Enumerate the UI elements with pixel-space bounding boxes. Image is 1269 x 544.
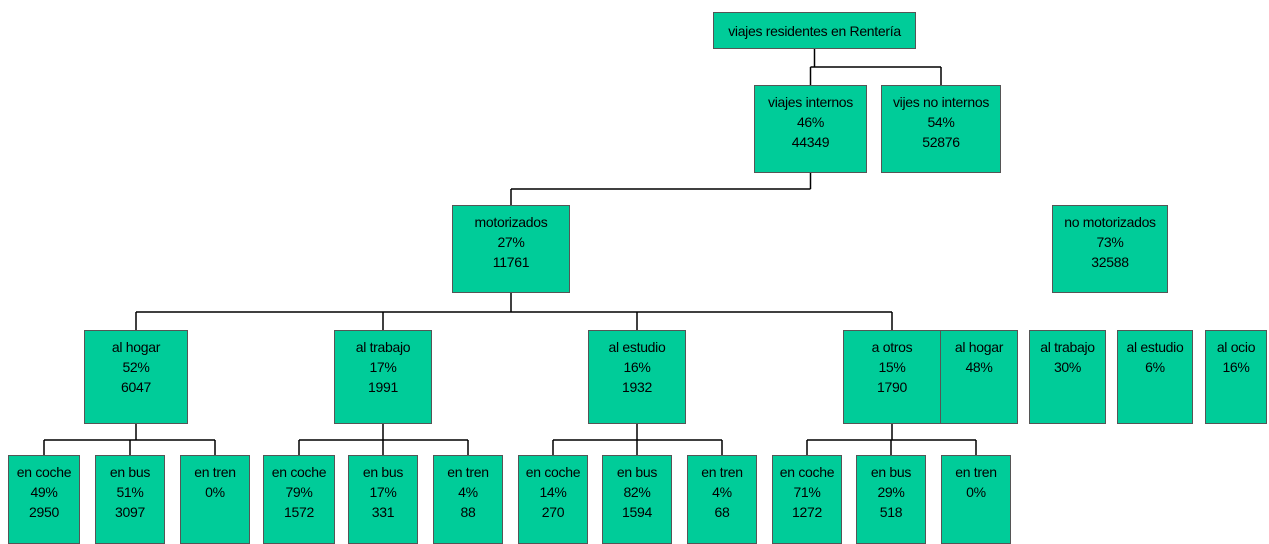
node-label: en bus	[109, 464, 151, 480]
node-label: al estudio	[1126, 339, 1184, 355]
node: en coche 79% 1572	[263, 455, 335, 544]
node-count: 270	[541, 504, 565, 520]
node: no motorizados 73% 32588	[1052, 205, 1168, 293]
node-count: 518	[879, 504, 903, 520]
node-label: en bus	[616, 464, 658, 480]
node-count: 1594	[622, 504, 652, 520]
node: en bus 51% 3097	[95, 455, 165, 544]
node-share: 30%	[1053, 359, 1082, 375]
node: al hogar 48%	[940, 330, 1018, 424]
node: viajes internos 46% 44349	[754, 85, 867, 173]
node-label: al hogar	[111, 339, 161, 355]
node: en bus 82% 1594	[602, 455, 672, 544]
node: en tren 4% 88	[433, 455, 503, 544]
node-count: 1572	[284, 504, 314, 520]
node-share: 71%	[793, 484, 821, 500]
node: motorizados 27% 11761	[452, 205, 570, 293]
node: en tren 0%	[180, 455, 250, 544]
node-label: al ocio	[1216, 339, 1256, 355]
node-share: 6%	[1145, 359, 1165, 375]
node-count: 1272	[792, 504, 822, 520]
node: en coche 14% 270	[518, 455, 588, 544]
node-label: motorizados	[474, 214, 548, 230]
node-count: 32588	[1091, 254, 1129, 270]
node-share: 79%	[285, 484, 313, 500]
node-share: 51%	[116, 484, 144, 500]
node-share: 82%	[623, 484, 651, 500]
node: vijes no internos 54% 52876	[881, 85, 1001, 173]
node: en coche 71% 1272	[772, 455, 842, 544]
node-count: 3097	[115, 504, 145, 520]
node-label: viajes internos	[768, 94, 853, 110]
node: al estudio 16% 1932	[588, 330, 686, 424]
node-count: 88	[460, 504, 476, 520]
node-share: 52%	[122, 359, 150, 375]
node-count: 6047	[121, 379, 151, 395]
node-label: a otros	[871, 339, 913, 355]
node-share: 48%	[965, 359, 993, 375]
node-count: 2950	[29, 504, 59, 520]
node-count: 331	[371, 504, 395, 520]
node-share: 29%	[877, 484, 905, 500]
node-count: 1790	[877, 379, 907, 395]
node-share: 73%	[1096, 234, 1124, 250]
node-label: al hogar	[954, 339, 1004, 355]
node-label: en tren	[701, 464, 743, 480]
node-count: 11761	[492, 254, 530, 270]
node-label: al trabajo	[355, 339, 411, 355]
node-share: 54%	[927, 114, 955, 130]
node-count: 52876	[922, 134, 960, 150]
node-share: 4%	[458, 484, 478, 500]
node: a otros 15% 1790	[843, 330, 941, 424]
node: en coche 49% 2950	[8, 455, 80, 544]
node-label: en coche	[779, 464, 835, 480]
node-count: 44349	[791, 134, 830, 150]
node-share: 14%	[539, 484, 567, 500]
node-share: 17%	[369, 359, 397, 375]
node: al ocio 16%	[1205, 330, 1267, 424]
node: al hogar 52% 6047	[84, 330, 188, 424]
node-label: al estudio	[608, 339, 666, 355]
node-label: al trabajo	[1040, 339, 1095, 355]
node-label: en coche	[525, 464, 581, 480]
node-share: 16%	[1222, 359, 1250, 375]
node-share: 49%	[30, 484, 58, 500]
node-label: vijes no internos	[892, 94, 990, 110]
node: en tren 4% 68	[687, 455, 757, 544]
node-label: viajes residentes en Rentería	[728, 23, 901, 39]
node-count: 1991	[368, 379, 398, 395]
node-share: 16%	[623, 359, 651, 375]
node-share: 27%	[497, 234, 525, 250]
node-label: en coche	[16, 464, 72, 480]
node-share: 0%	[966, 484, 986, 500]
node-label: en bus	[870, 464, 912, 480]
node: al trabajo 17% 1991	[334, 330, 432, 424]
node: en bus 29% 518	[856, 455, 926, 544]
node-label: en tren	[955, 464, 997, 480]
node-count: 68	[714, 504, 730, 520]
node-share: 15%	[878, 359, 906, 375]
node-share: 0%	[205, 484, 225, 500]
node: al trabajo 30%	[1029, 330, 1106, 424]
node: al estudio 6%	[1117, 330, 1193, 424]
node-count: 1932	[622, 379, 652, 395]
node-label: en tren	[447, 464, 489, 480]
node: en bus 17% 331	[348, 455, 418, 544]
node: viajes residentes en Rentería	[713, 12, 916, 49]
node-label: en bus	[362, 464, 404, 480]
node-label: en coche	[271, 464, 327, 480]
node: en tren 0%	[941, 455, 1011, 544]
node-label: no motorizados	[1064, 214, 1156, 230]
node-label: en tren	[194, 464, 236, 480]
node-share: 4%	[712, 484, 732, 500]
node-share: 46%	[796, 114, 825, 130]
node-share: 17%	[369, 484, 397, 500]
